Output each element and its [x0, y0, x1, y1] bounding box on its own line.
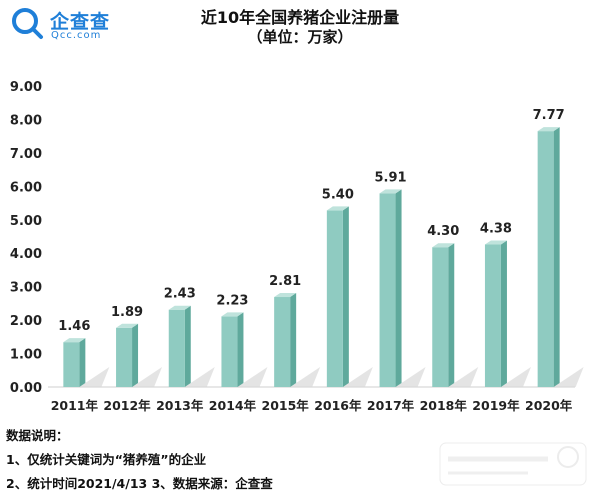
- x-tick-label: 2016年: [314, 398, 362, 413]
- notes-line-1: 1、仅统计关键词为“猪养殖”的企业: [6, 452, 207, 467]
- bar: [537, 131, 554, 387]
- y-tick-label: 2.00: [10, 314, 42, 329]
- x-tick-label: 2011年: [51, 398, 99, 413]
- bar-shadow: [290, 367, 321, 387]
- bar-side: [448, 243, 455, 387]
- bar-value-label: 4.30: [427, 224, 459, 239]
- y-tick-label: 1.00: [10, 348, 42, 363]
- bar: [63, 342, 80, 387]
- y-tick-label: 3.00: [10, 281, 42, 296]
- bar-shadow: [395, 367, 426, 387]
- data-notes: 数据说明： 1、仅统计关键词为“猪养殖”的企业 2、统计时间2021/4/13 …: [6, 424, 273, 496]
- bar-value-label: 5.40: [322, 187, 354, 202]
- bar-side: [500, 240, 507, 387]
- x-tick-label: 2020年: [525, 398, 573, 413]
- bar: [326, 210, 343, 387]
- x-tick-label: 2018年: [420, 398, 468, 413]
- bar-top: [432, 243, 455, 248]
- watermark-logo-icon: [439, 442, 587, 486]
- bar: [484, 244, 501, 387]
- bar-value-label: 5.91: [375, 170, 407, 185]
- bar-side: [553, 127, 560, 388]
- magnifier-logo-icon: [12, 8, 43, 39]
- bar: [221, 316, 238, 387]
- bar-top: [537, 127, 560, 132]
- bar: [274, 297, 291, 387]
- bar: [432, 247, 449, 387]
- y-tick-label: 7.00: [10, 147, 42, 162]
- y-tick-label: 8.00: [10, 113, 42, 128]
- logo-name: 企查查: [50, 11, 111, 33]
- bar-shadow: [184, 367, 215, 387]
- x-tick-label: 2017年: [367, 398, 415, 413]
- bar-top: [168, 305, 191, 310]
- x-tick-label: 2014年: [209, 398, 257, 413]
- bar-top: [116, 323, 139, 328]
- y-tick-label: 4.00: [10, 247, 42, 262]
- notes-heading: 数据说明：: [6, 428, 69, 443]
- notes-line-2: 2、统计时间2021/4/13 3、数据来源：企查查: [6, 476, 273, 491]
- bar: [379, 193, 396, 387]
- bar-shadow: [342, 367, 373, 387]
- bar: [116, 327, 133, 387]
- qcc-logo: 企查查 Qcc.com: [10, 6, 130, 42]
- bar-shadow: [553, 367, 584, 387]
- x-tick-label: 2012年: [103, 398, 151, 413]
- y-tick-label: 5.00: [10, 214, 42, 229]
- bar-chart: 0.00 1.00 2.00 3.00 4.00 5.00 6.00 7.00 8.00 9.00…: [10, 80, 584, 413]
- bar-side: [395, 189, 402, 387]
- bar-shadow: [500, 367, 531, 387]
- bar-value-label: 2.81: [269, 274, 301, 289]
- y-tick-label: 0.00: [10, 381, 42, 396]
- bar-value-label: 1.89: [111, 305, 143, 320]
- y-tick-label: 6.00: [10, 180, 42, 195]
- bar-top: [379, 189, 402, 194]
- bar-top: [221, 312, 244, 317]
- chart-subtitle: （单位：万家）: [247, 28, 353, 46]
- bar-side: [184, 305, 191, 387]
- bar-top: [274, 293, 297, 298]
- bar-shadow: [448, 367, 479, 387]
- bar-side: [342, 206, 349, 387]
- bar-shadow: [132, 367, 163, 387]
- bar-value-label: 2.23: [216, 293, 248, 308]
- bar-side: [132, 323, 139, 387]
- chart-title: 近10年全国养猪企业注册量: [200, 8, 400, 27]
- bar-value-label: 2.43: [164, 287, 196, 302]
- bar: [168, 309, 185, 387]
- bar-value-label: 7.77: [533, 108, 565, 123]
- x-tick-label: 2013年: [156, 398, 204, 413]
- bar-top: [326, 206, 349, 211]
- bar-value-label: 4.38: [480, 222, 512, 237]
- logo-domain: Qcc.com: [51, 30, 102, 41]
- bar-top: [63, 338, 86, 343]
- bar-shadow: [237, 367, 268, 387]
- bar-side: [79, 338, 86, 387]
- bar-top: [484, 240, 507, 245]
- x-tick-label: 2019年: [472, 398, 520, 413]
- bar-side: [237, 312, 244, 387]
- bar-side: [290, 293, 297, 387]
- x-tick-label: 2015年: [262, 398, 310, 413]
- bar-shadow: [79, 367, 110, 387]
- bar-value-label: 1.46: [58, 319, 90, 334]
- y-tick-label: 9.00: [10, 80, 42, 95]
